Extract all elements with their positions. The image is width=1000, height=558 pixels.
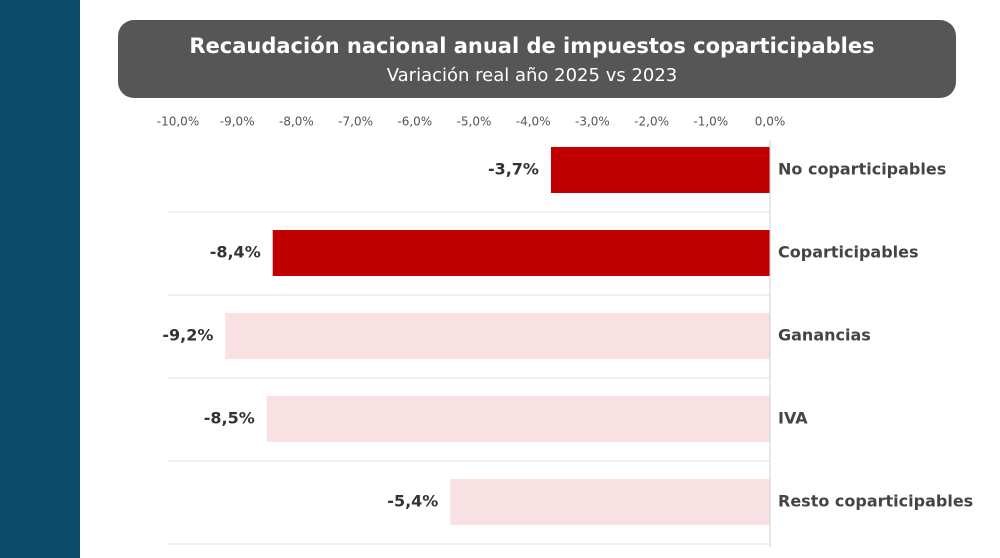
bar xyxy=(266,396,770,442)
value-label: -8,4% xyxy=(210,243,261,262)
x-tick-label: 0,0% xyxy=(755,115,786,129)
value-label: -8,5% xyxy=(204,409,255,428)
bar xyxy=(550,147,770,193)
x-tick-label: -10,0% xyxy=(157,115,199,129)
x-tick-label: -9,0% xyxy=(220,115,255,129)
x-tick-label: -4,0% xyxy=(516,115,551,129)
value-label: -3,7% xyxy=(488,160,539,179)
chart-title: Recaudación nacional anual de impuestos … xyxy=(189,34,874,58)
x-tick-label: -6,0% xyxy=(397,115,432,129)
bar xyxy=(225,313,771,359)
x-tick-label: -5,0% xyxy=(457,115,492,129)
bar xyxy=(272,230,770,276)
category-label: No coparticipables xyxy=(778,160,946,179)
title-box xyxy=(118,20,956,98)
category-label: Ganancias xyxy=(778,326,871,345)
x-tick-label: -7,0% xyxy=(338,115,373,129)
category-label: Coparticipables xyxy=(778,243,919,262)
value-label: -5,4% xyxy=(387,492,438,511)
chart-subtitle: Variación real año 2025 vs 2023 xyxy=(387,65,678,86)
bar xyxy=(450,479,770,525)
category-label: Resto coparticipables xyxy=(778,492,973,511)
x-tick-label: -3,0% xyxy=(575,115,610,129)
value-label: -9,2% xyxy=(162,326,213,345)
x-tick-label: -8,0% xyxy=(279,115,314,129)
sidebar xyxy=(0,0,80,558)
category-label: IVA xyxy=(778,409,808,428)
x-tick-label: -2,0% xyxy=(634,115,669,129)
x-tick-label: -1,0% xyxy=(693,115,728,129)
